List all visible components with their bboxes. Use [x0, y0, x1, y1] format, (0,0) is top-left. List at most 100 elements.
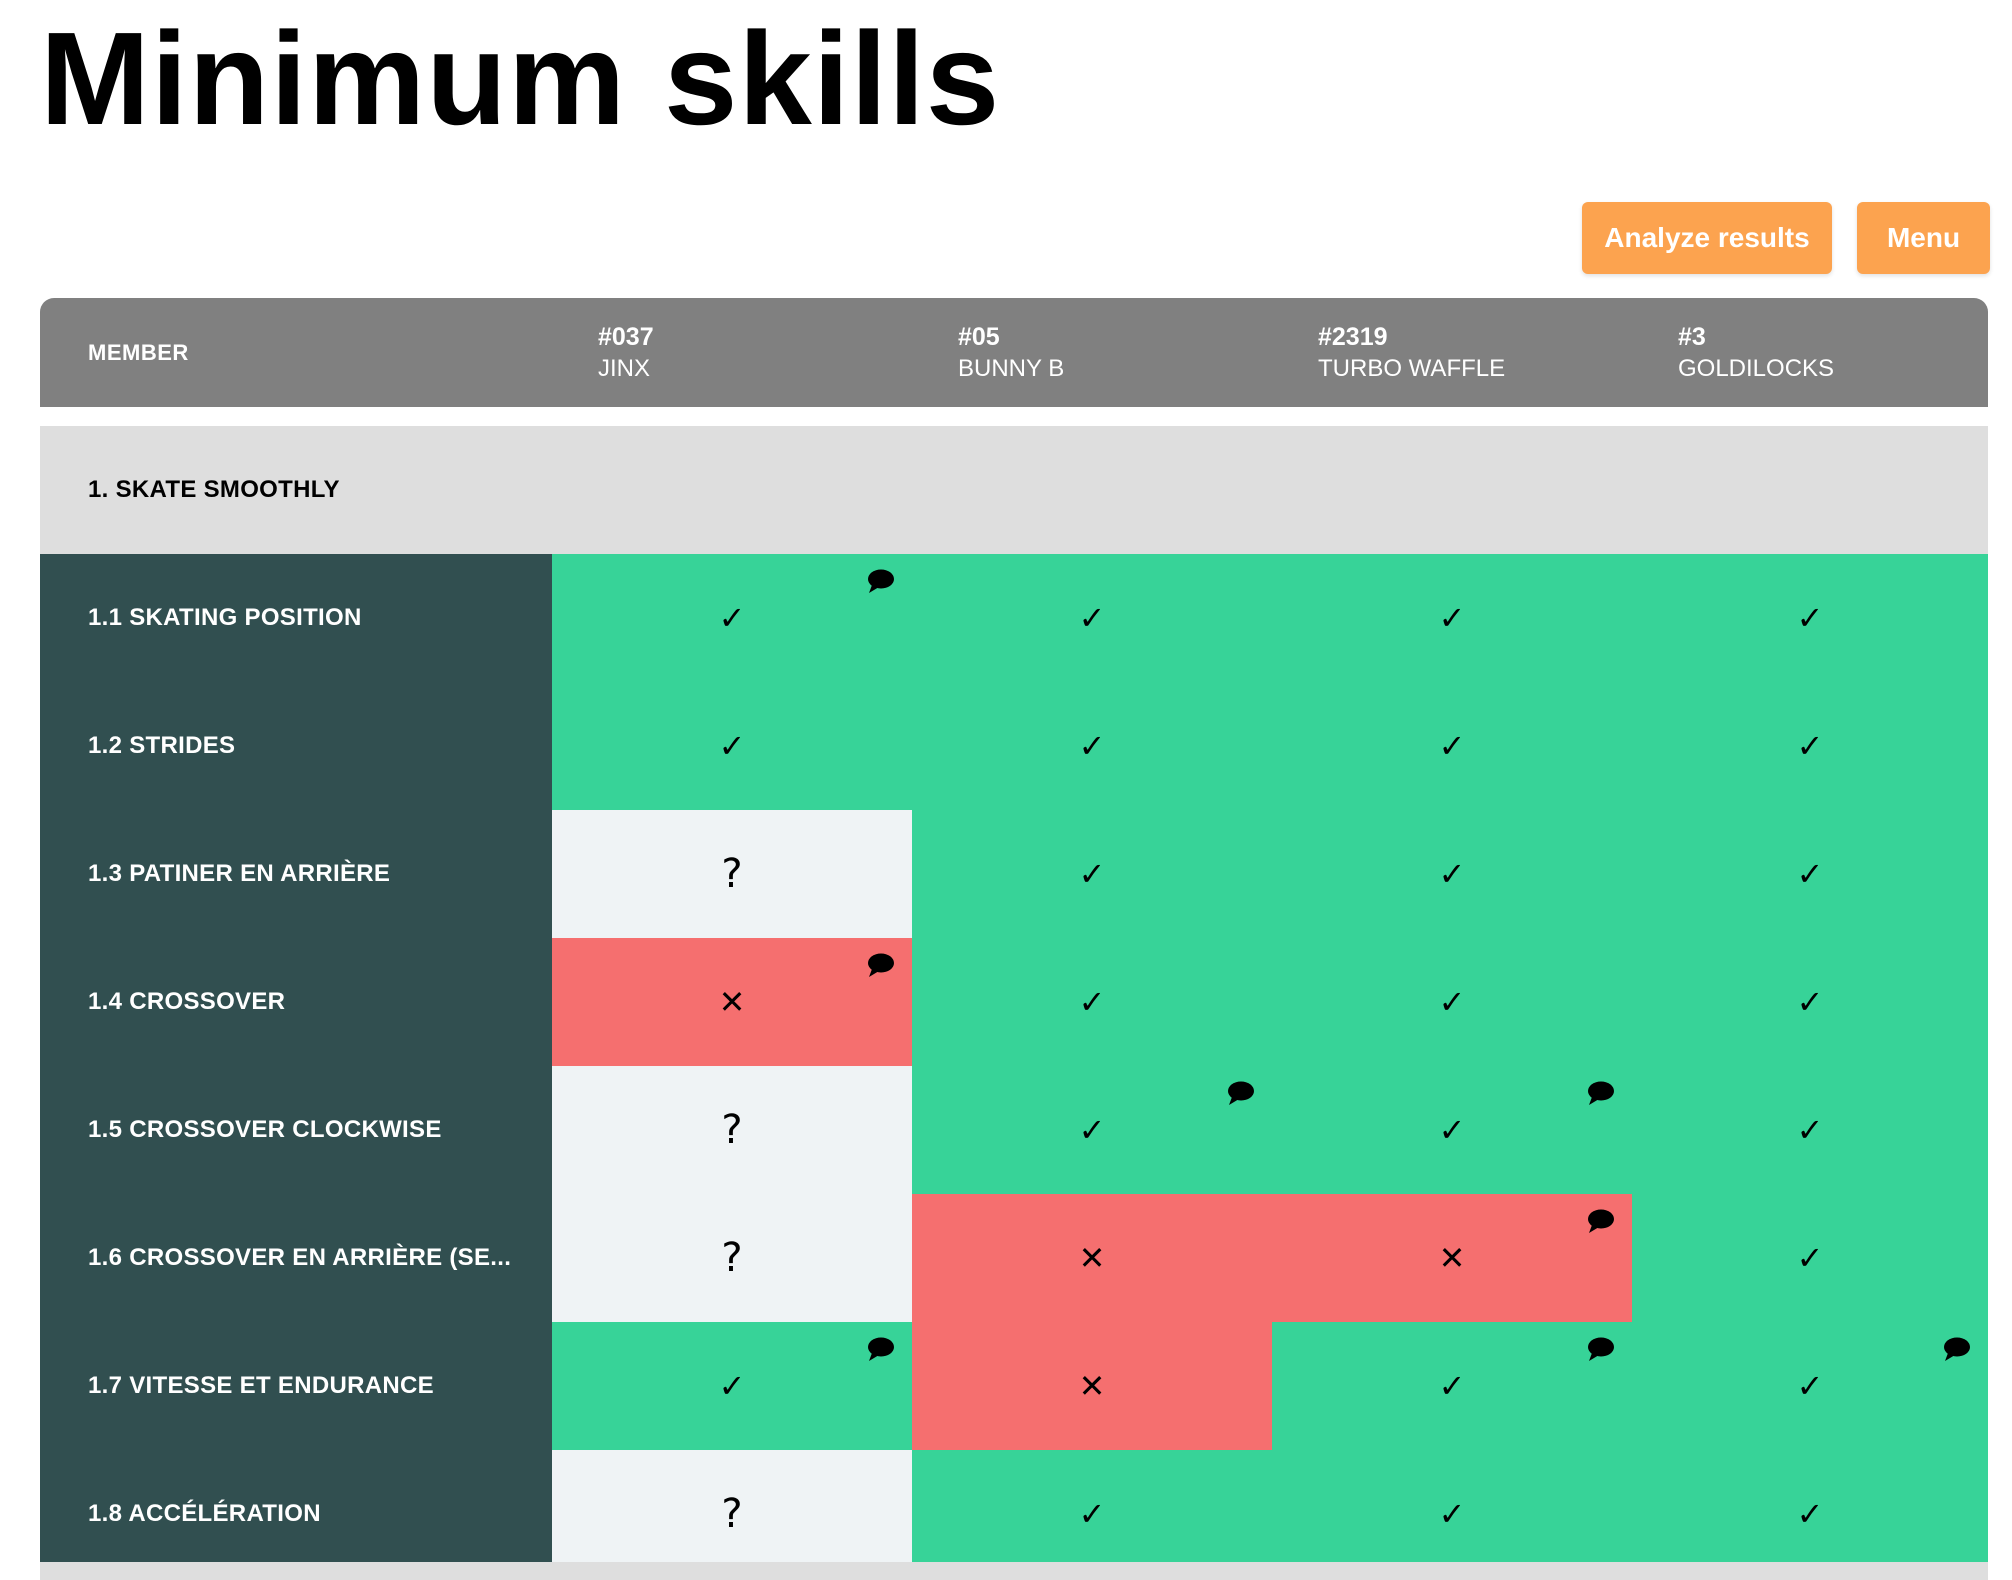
- result-cell[interactable]: ✓: [552, 682, 912, 810]
- check-icon: ✓: [1438, 856, 1466, 892]
- cross-icon: ✕: [718, 984, 746, 1020]
- member-number: #3: [1678, 322, 1706, 351]
- result-cell[interactable]: ✓: [1272, 554, 1632, 682]
- check-icon: ✓: [1078, 728, 1106, 764]
- result-cell[interactable]: ✕: [552, 938, 912, 1066]
- member-header[interactable]: #05 BUNNY B: [912, 298, 1272, 407]
- question-icon: ?: [721, 851, 743, 897]
- result-cell[interactable]: ✓: [1272, 938, 1632, 1066]
- check-icon: ✓: [1438, 1368, 1466, 1404]
- result-cell[interactable]: ✕: [1272, 1194, 1632, 1322]
- skill-label: 1.1 SKATING POSITION: [40, 554, 552, 682]
- check-icon: ✓: [718, 600, 746, 636]
- result-cell[interactable]: ✓: [912, 810, 1272, 938]
- check-icon: ✓: [1438, 984, 1466, 1020]
- result-cell[interactable]: ✓: [1632, 682, 1988, 810]
- result-cell[interactable]: ✓: [912, 554, 1272, 682]
- result-cell[interactable]: ✓: [1632, 554, 1988, 682]
- member-name: GOLDILOCKS: [1678, 354, 1835, 382]
- check-icon: ✓: [718, 1368, 746, 1404]
- member-number: #037: [598, 322, 654, 351]
- member-name: BUNNY B: [958, 354, 1065, 382]
- check-icon: ✓: [1078, 1112, 1106, 1148]
- member-name: TURBO WAFFLE: [1318, 354, 1506, 382]
- skill-label: 1.2 STRIDES: [40, 682, 552, 810]
- cross-icon: ✕: [1438, 1240, 1466, 1276]
- member-header[interactable]: #3 GOLDILOCKS: [1632, 298, 1988, 407]
- comment-icon[interactable]: [1942, 1332, 1972, 1361]
- analyze-results-button[interactable]: Analyze results: [1582, 202, 1832, 274]
- skills-table: MEMBER #037 JINX #05 BUNNY B #2319 TURBO…: [40, 298, 1988, 1578]
- check-icon: ✓: [1438, 1496, 1466, 1532]
- result-cell[interactable]: ✓: [552, 1322, 912, 1450]
- comment-icon[interactable]: [866, 948, 896, 977]
- comment-icon[interactable]: [866, 1332, 896, 1361]
- check-icon: ✓: [1796, 1112, 1824, 1148]
- result-cell[interactable]: ?: [552, 810, 912, 938]
- member-name: JINX: [598, 354, 651, 382]
- check-icon: ✓: [1078, 856, 1106, 892]
- result-cell[interactable]: ✓: [912, 1066, 1272, 1194]
- question-icon: ?: [721, 1491, 743, 1537]
- skill-label: 1.5 CROSSOVER CLOCKWISE: [40, 1066, 552, 1194]
- check-icon: ✓: [1796, 1240, 1824, 1276]
- result-cell[interactable]: ✓: [1272, 682, 1632, 810]
- result-cell[interactable]: ✓: [1632, 1066, 1988, 1194]
- result-cell[interactable]: ✕: [912, 1194, 1272, 1322]
- comment-icon[interactable]: [866, 564, 896, 593]
- result-cell[interactable]: ✓: [1632, 810, 1988, 938]
- skill-label: 1.7 VITESSE ET ENDURANCE: [40, 1322, 552, 1450]
- check-icon: ✓: [1796, 856, 1824, 892]
- result-cell[interactable]: ✓: [912, 682, 1272, 810]
- result-cell[interactable]: ?: [552, 1450, 912, 1578]
- result-cell[interactable]: ?: [552, 1194, 912, 1322]
- question-icon: ?: [721, 1235, 743, 1281]
- result-cell[interactable]: ✓: [912, 938, 1272, 1066]
- result-cell[interactable]: ✓: [1632, 1450, 1988, 1578]
- result-cell[interactable]: ✓: [1272, 1066, 1632, 1194]
- comment-icon[interactable]: [1586, 1204, 1616, 1233]
- menu-button[interactable]: Menu: [1857, 202, 1990, 274]
- member-header[interactable]: #037 JINX: [552, 298, 912, 407]
- check-icon: ✓: [1078, 984, 1106, 1020]
- check-icon: ✓: [1078, 600, 1106, 636]
- check-icon: ✓: [1796, 600, 1824, 636]
- cross-icon: ✕: [1078, 1240, 1106, 1276]
- comment-icon[interactable]: [1226, 1076, 1256, 1105]
- member-number: #2319: [1318, 322, 1388, 351]
- comment-icon[interactable]: [1586, 1332, 1616, 1361]
- check-icon: ✓: [1796, 728, 1824, 764]
- result-cell[interactable]: ✓: [1272, 810, 1632, 938]
- result-cell[interactable]: ?: [552, 1066, 912, 1194]
- action-bar: Analyze results Menu: [1582, 202, 1990, 274]
- skill-label: 1.3 PATINER EN ARRIÈRE: [40, 810, 552, 938]
- result-cell[interactable]: ✓: [1632, 938, 1988, 1066]
- result-cell[interactable]: ✓: [912, 1450, 1272, 1578]
- check-icon: ✓: [1438, 600, 1466, 636]
- check-icon: ✓: [1796, 984, 1824, 1020]
- result-cell[interactable]: ✓: [1632, 1322, 1988, 1450]
- next-section-header: [40, 1562, 1988, 1580]
- check-icon: ✓: [718, 728, 746, 764]
- check-icon: ✓: [1438, 728, 1466, 764]
- result-cell[interactable]: ✓: [1272, 1322, 1632, 1450]
- check-icon: ✓: [1796, 1368, 1824, 1404]
- member-column-header: MEMBER: [40, 298, 552, 407]
- skill-label: 1.4 CROSSOVER: [40, 938, 552, 1066]
- result-cell[interactable]: ✓: [1632, 1194, 1988, 1322]
- cross-icon: ✕: [1078, 1368, 1106, 1404]
- question-icon: ?: [721, 1107, 743, 1153]
- check-icon: ✓: [1438, 1112, 1466, 1148]
- member-header[interactable]: #2319 TURBO WAFFLE: [1272, 298, 1632, 407]
- section-header: 1. SKATE SMOOTHLY: [40, 426, 1988, 554]
- result-cell[interactable]: ✕: [912, 1322, 1272, 1450]
- skill-label: 1.8 ACCÉLÉRATION: [40, 1450, 552, 1578]
- check-icon: ✓: [1078, 1496, 1106, 1532]
- page-title: Minimum skills: [40, 5, 1001, 152]
- result-cell[interactable]: ✓: [552, 554, 912, 682]
- skill-label: 1.6 CROSSOVER EN ARRIÈRE (SE...: [40, 1194, 552, 1322]
- check-icon: ✓: [1796, 1496, 1824, 1532]
- member-number: #05: [958, 322, 1000, 351]
- comment-icon[interactable]: [1586, 1076, 1616, 1105]
- result-cell[interactable]: ✓: [1272, 1450, 1632, 1578]
